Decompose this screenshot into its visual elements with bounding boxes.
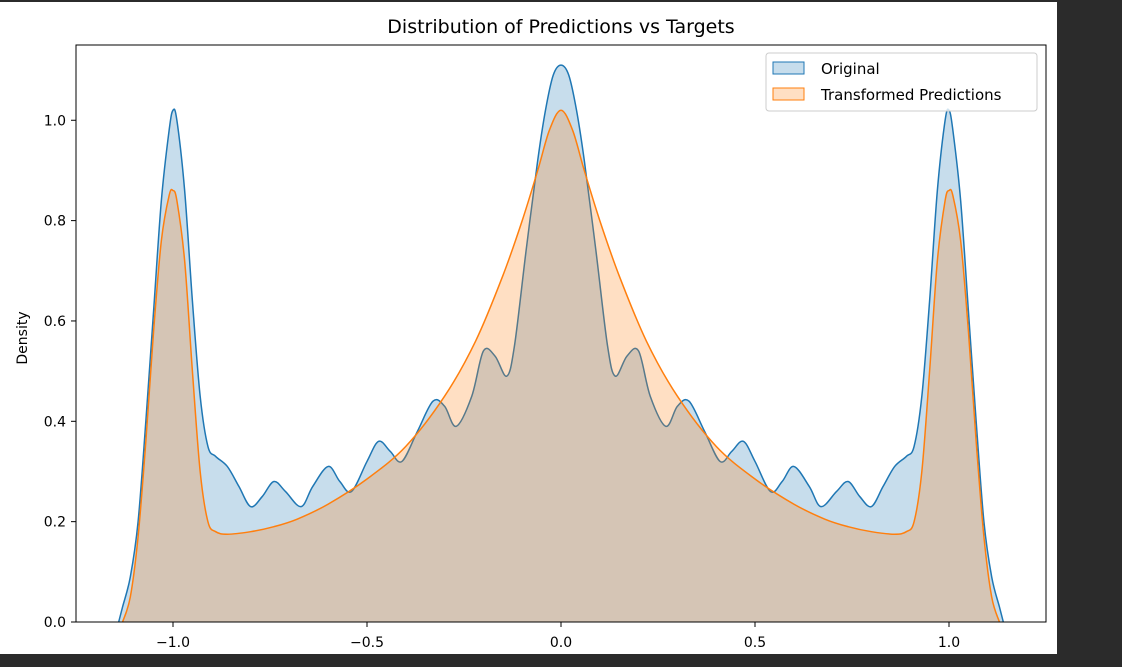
y-tick-label: 1.0 bbox=[44, 113, 66, 129]
x-tick-label: −1.0 bbox=[156, 635, 190, 651]
chart-title: Distribution of Predictions vs Targets bbox=[387, 16, 734, 38]
legend-frame bbox=[765, 52, 1038, 112]
legend-swatch-original bbox=[772, 61, 805, 75]
chart-legend: Original Transformed Predictions bbox=[765, 52, 1038, 112]
legend-label-original: Original bbox=[821, 60, 880, 78]
y-tick-label: 0.8 bbox=[44, 214, 66, 230]
series-layer bbox=[117, 64, 1005, 623]
x-tick-label: −0.5 bbox=[350, 635, 384, 651]
chart-figure: Distribution of Predictions vs Targets D… bbox=[0, 2, 1057, 654]
x-tick-label: 0.5 bbox=[744, 635, 766, 651]
y-tick-label: 0.0 bbox=[44, 615, 66, 631]
series-line-transformed bbox=[121, 109, 1001, 623]
y-tick-label: 0.2 bbox=[44, 515, 66, 531]
chart-svg: Distribution of Predictions vs Targets D… bbox=[15, 16, 1047, 651]
y-tick-label: 0.6 bbox=[44, 314, 66, 330]
y-tick-label: 0.4 bbox=[44, 414, 66, 430]
x-tick-label: 1.0 bbox=[938, 635, 960, 651]
axes-layer: −1.0 −0.5 0.0 0.5 1.0 0.0 0.2 0.4 0.6 0.8 1.0 bbox=[44, 44, 1047, 651]
legend-label-transformed: Transformed Predictions bbox=[820, 86, 1002, 104]
bottom-dark-strip bbox=[0, 654, 1122, 667]
series-area-original bbox=[118, 65, 1004, 622]
series-area-transformed bbox=[122, 110, 1000, 622]
y-axis-title: Density bbox=[15, 311, 31, 364]
x-tick-label: 0.0 bbox=[550, 635, 572, 651]
legend-swatch-transformed bbox=[772, 87, 805, 101]
series-line-original bbox=[117, 64, 1005, 623]
